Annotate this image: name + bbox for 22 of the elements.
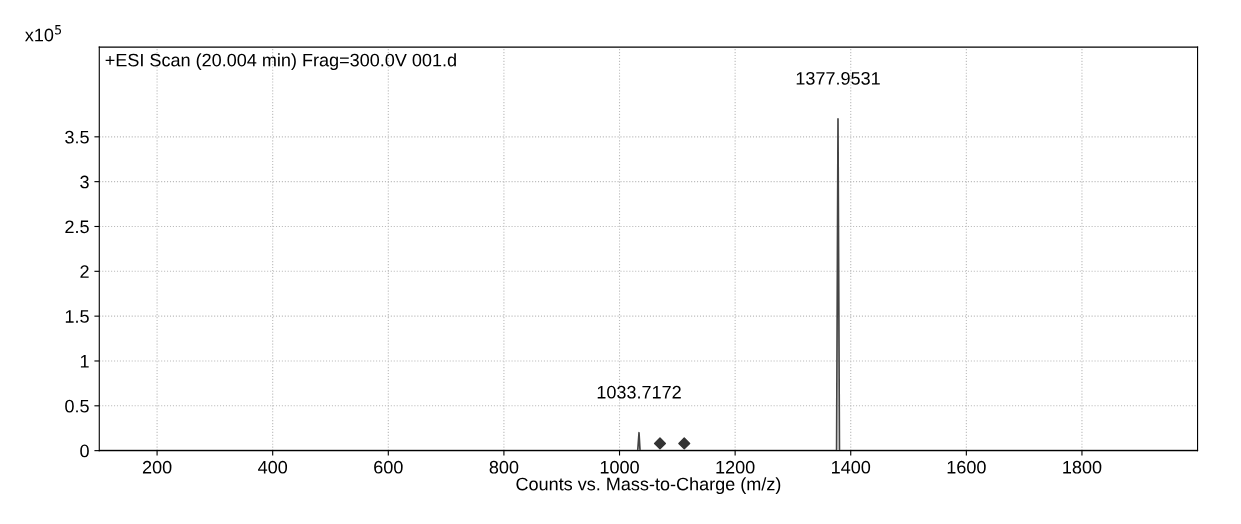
y-tick-label: 1 — [80, 355, 89, 368]
y-tick-label: 1.5 — [65, 310, 89, 323]
x-tick-label: 1200 — [716, 460, 755, 474]
x-tick-label: 1000 — [600, 460, 639, 474]
x-tick-label: 1800 — [1063, 460, 1102, 474]
x-tick-label: 600 — [374, 460, 403, 474]
y-tick-label: 0.5 — [65, 399, 89, 413]
x-tick-label: 800 — [489, 460, 519, 474]
x-tick-label: 1400 — [832, 460, 871, 474]
annotation: 1033.7172 — [597, 385, 681, 399]
annotation: 1377.9531 — [796, 71, 880, 85]
x-tick-label: 200 — [142, 460, 172, 474]
x-tick-label: 1600 — [947, 460, 986, 474]
x-tick-label: 400 — [258, 460, 288, 474]
y-tick-label: 2.5 — [65, 220, 89, 234]
y-tick-label: 2 — [80, 265, 89, 278]
x-axis-title: Counts vs. Mass-to-Charge (m/z) — [516, 477, 781, 495]
chart-title: +ESI Scan (20.004 min) Frag=300.0V 001.d — [105, 53, 456, 71]
y-axis-title: x10$^{5}$ — [25, 25, 62, 42]
y-tick-label: 3.5 — [65, 130, 89, 144]
y-tick-label: 0 — [80, 444, 89, 458]
y-tick-label: 3 — [80, 175, 89, 189]
